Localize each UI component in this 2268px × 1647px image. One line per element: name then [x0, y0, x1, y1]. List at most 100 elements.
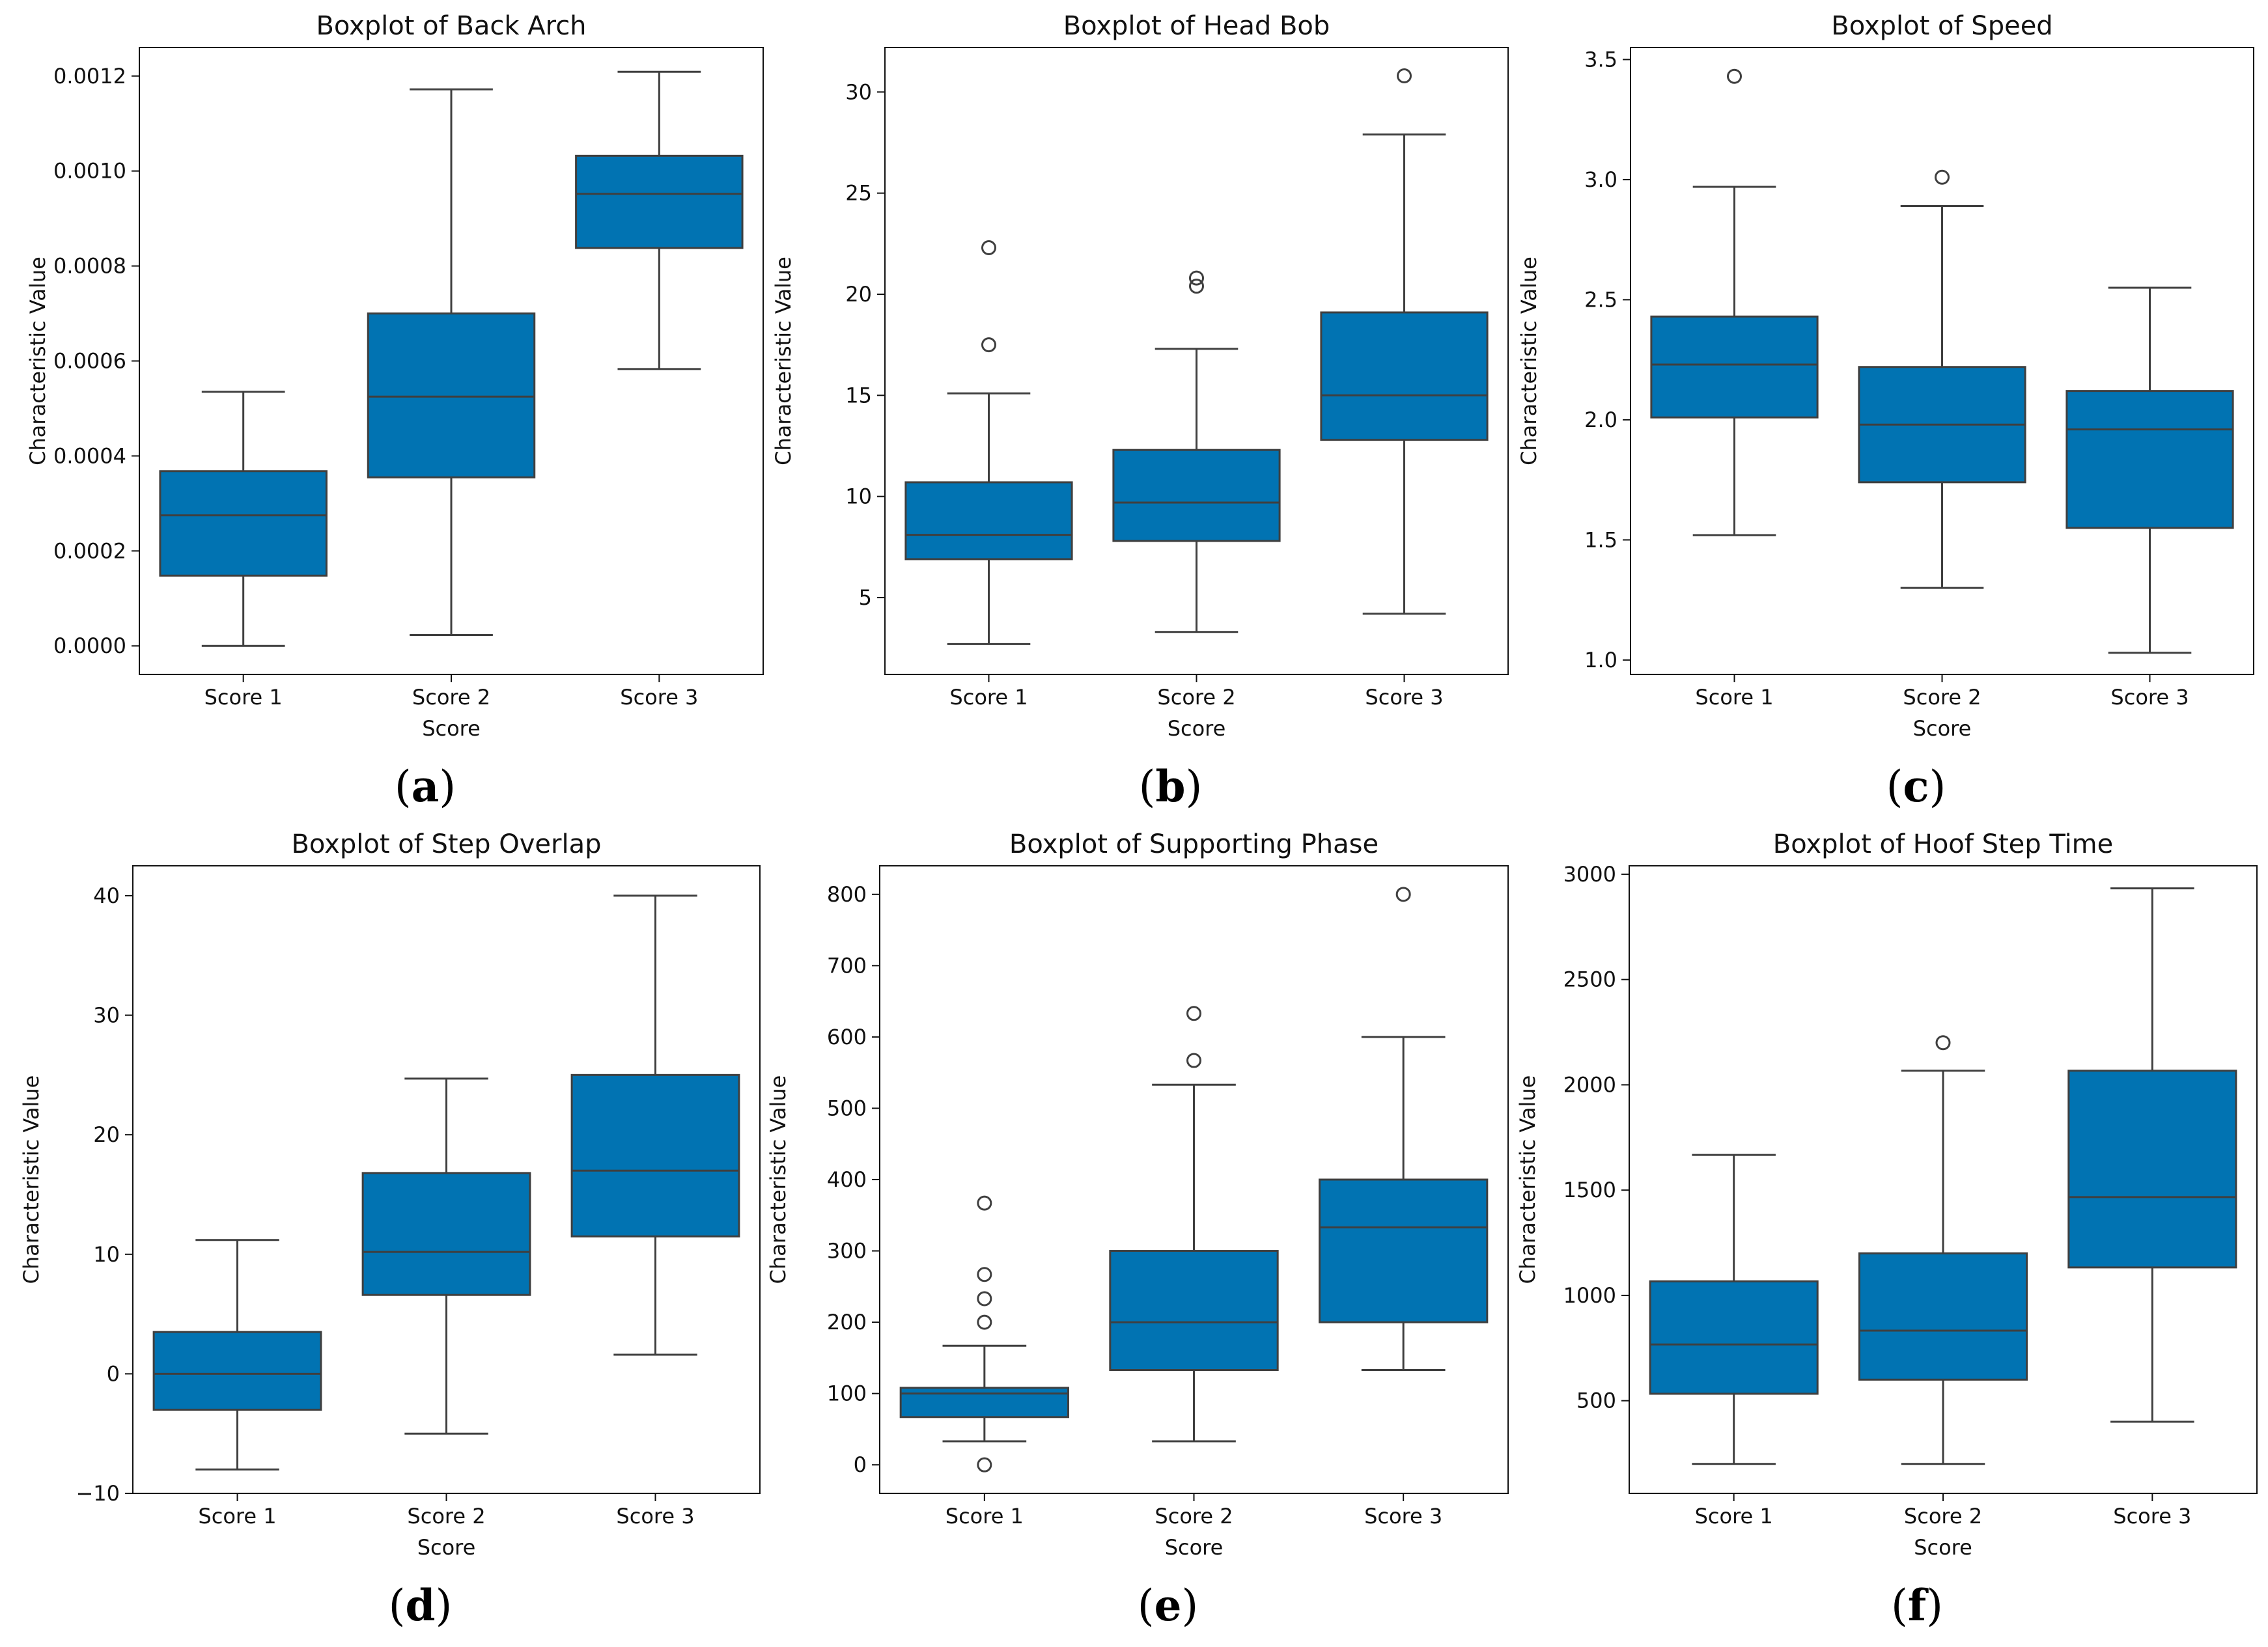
box-score-2: [1109, 1006, 1279, 1443]
y-tick-label: 300: [827, 1239, 867, 1264]
x-tick-label: Score 2: [1157, 685, 1235, 710]
outlier-point: [977, 1457, 992, 1473]
plot-frame: [884, 47, 1509, 675]
panel-label: (c): [1886, 761, 1946, 812]
outlier-point: [1935, 169, 1950, 185]
y-tick-label: 800: [827, 882, 867, 907]
y-tick-label: 700: [827, 953, 867, 978]
box-score-1: [1649, 1154, 1819, 1465]
y-tick-label: 500: [1576, 1389, 1616, 1413]
x-tick-label: Score 1: [949, 685, 1028, 710]
y-tick-label: 1000: [1563, 1283, 1616, 1308]
y-tick-label: 1500: [1563, 1178, 1616, 1202]
y-tick-label: 20: [93, 1122, 120, 1147]
iqr-box: [575, 154, 744, 249]
iqr-box: [1319, 1178, 1489, 1323]
x-tick-label: Score 3: [1364, 1504, 1442, 1529]
x-tick-label: Score 2: [1904, 1504, 1982, 1529]
panel-label: (a): [395, 761, 456, 812]
plot-frame: [879, 865, 1509, 1494]
x-tick-label: Score 3: [616, 1504, 694, 1529]
y-tick-label: 2000: [1563, 1072, 1616, 1097]
panel-letter: c: [1903, 761, 1929, 812]
box-score-3: [2065, 286, 2234, 654]
panel-letter: a: [412, 761, 440, 812]
x-axis-label: Score: [1914, 1535, 1972, 1560]
outlier-point: [1186, 1006, 1201, 1021]
panel-letter: f: [1908, 1580, 1929, 1631]
iqr-box: [570, 1073, 740, 1238]
chart-panel-c: Boxplot of Speed 1.0 1.5 2.0 2.5 3.0 3.5 Score …: [1517, 11, 2254, 812]
plot-frame: [132, 865, 761, 1494]
chart-panel-e: Boxplot of Supporting Phase 0 100 200 300 400…: [766, 829, 1509, 1631]
outlier-point: [1935, 1035, 1951, 1051]
y-axis-label: Characteristic Value: [1517, 256, 1541, 465]
outlier-point: [1189, 279, 1204, 294]
box-score-2: [1858, 169, 2026, 589]
y-axis-label: Characteristic Value: [1515, 1075, 1540, 1284]
box-score-3: [2067, 887, 2237, 1423]
y-tick-label: 400: [827, 1167, 867, 1192]
iqr-box: [904, 481, 1073, 561]
panel-label: (e): [1138, 1580, 1199, 1631]
box-score-1: [152, 1239, 322, 1471]
box-score-3: [570, 894, 740, 1356]
x-tick-label: Score 1: [1695, 685, 1773, 710]
outlier-point: [1189, 270, 1204, 286]
outlier-point: [1395, 887, 1411, 902]
x-tick-label: Score 3: [2110, 685, 2189, 710]
iqr-box: [1109, 1250, 1279, 1371]
y-tick-label: 40: [93, 883, 120, 908]
chart-title: Boxplot of Hoof Step Time: [1773, 829, 2114, 859]
box-score-2: [367, 88, 536, 636]
x-tick-label: Score 1: [204, 685, 283, 710]
x-tick-label: Score 2: [412, 685, 490, 710]
outlier-point: [977, 1314, 992, 1330]
y-tick-label: 15: [845, 383, 872, 408]
y-tick-label: 1.5: [1584, 527, 1617, 552]
box-score-3: [1319, 887, 1489, 1371]
y-tick-label: 2.5: [1584, 287, 1617, 312]
panel-letter: d: [405, 1580, 435, 1631]
y-tick-label: 25: [845, 181, 872, 206]
chart-title: Boxplot of Supporting Phase: [1009, 829, 1379, 859]
y-tick-label: 2500: [1563, 967, 1616, 992]
plot-frame: [1629, 865, 2258, 1494]
x-axis-label: Score: [1168, 716, 1226, 741]
y-tick-label: 30: [845, 79, 872, 104]
box-score-1: [159, 391, 328, 647]
outlier-point: [977, 1267, 992, 1282]
y-tick-label: 10: [845, 484, 872, 509]
x-axis-label: Score: [1913, 716, 1972, 741]
box-score-1: [899, 1195, 1069, 1473]
y-tick-label: 0.0012: [53, 64, 126, 89]
plot-frame: [139, 47, 764, 675]
iqr-box: [1650, 315, 1819, 419]
box-score-1: [904, 240, 1073, 645]
box-score-2: [1858, 1035, 2028, 1465]
outlier-point: [981, 337, 996, 353]
panel-label: (f): [1891, 1580, 1943, 1631]
x-axis-label: Score: [1165, 1535, 1224, 1560]
iqr-box: [1858, 1252, 2028, 1381]
chart-panel-d: Boxplot of Step Overlap −10 0 10 20 30 40 Score…: [19, 829, 761, 1631]
box-score-1: [1650, 68, 1819, 536]
y-axis-label: Characteristic Value: [19, 1075, 44, 1284]
y-tick-label: 3.0: [1584, 167, 1617, 192]
box-score-2: [1112, 270, 1281, 633]
y-tick-label: 20: [845, 282, 872, 307]
iqr-box: [2065, 390, 2234, 529]
x-tick-label: Score 3: [620, 685, 698, 710]
x-tick-label: Score 2: [1903, 685, 1981, 710]
iqr-box: [2067, 1070, 2237, 1269]
x-axis-label: Score: [422, 716, 481, 741]
outlier-point: [1186, 1053, 1201, 1068]
chart-title: Boxplot of Step Overlap: [291, 829, 601, 859]
outlier-point: [977, 1291, 992, 1307]
x-tick-label: Score 2: [1155, 1504, 1233, 1529]
iqr-box: [361, 1172, 531, 1296]
chart-title: Boxplot of Back Arch: [316, 11, 586, 41]
panel-label: (b): [1139, 761, 1203, 812]
x-tick-label: Score 1: [1695, 1504, 1773, 1529]
